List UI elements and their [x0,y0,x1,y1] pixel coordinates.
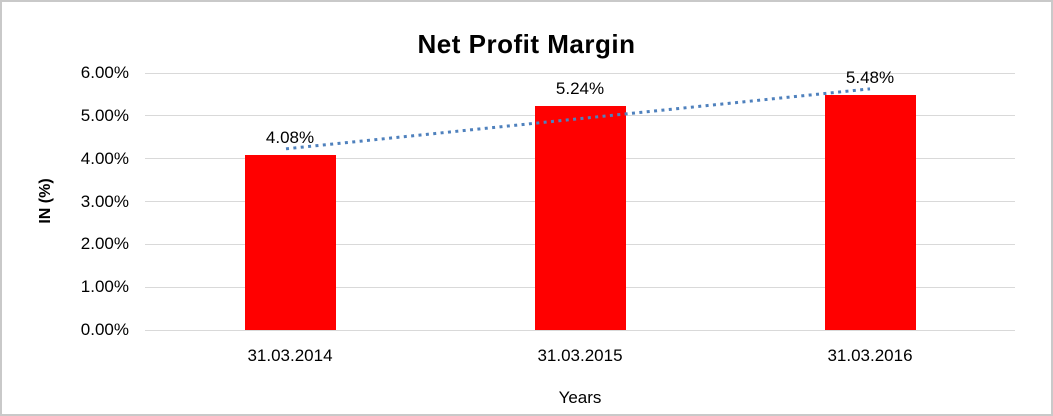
y-tick-label: 5.00% [80,105,129,125]
bar-data-label: 5.24% [555,78,605,98]
bar [534,105,626,330]
bar [824,95,916,330]
y-tick-label: 2.00% [80,234,129,254]
x-tick-label: 31.03.2015 [537,346,623,365]
gridline [145,329,1015,331]
y-tick-label: 4.00% [80,148,129,168]
bar [244,155,336,330]
x-tick-label: 31.03.2016 [827,346,913,365]
y-tick-label: 3.00% [80,191,129,211]
y-tick-label: 0.00% [80,320,129,339]
bar-data-label: 4.08% [265,128,315,148]
plot-area: 4.08% 5.24% 5.48% [145,68,1015,331]
y-tick-label: 6.00% [80,63,129,82]
trendline [285,87,871,151]
bar-data-label: 5.48% [845,68,895,88]
y-tick-label: 1.00% [80,277,129,297]
gridline [145,72,1015,74]
chart-title: Net Profit Margin [417,29,636,59]
x-tick-label: 31.03.2014 [247,346,333,365]
x-axis-title: Years [558,388,602,407]
